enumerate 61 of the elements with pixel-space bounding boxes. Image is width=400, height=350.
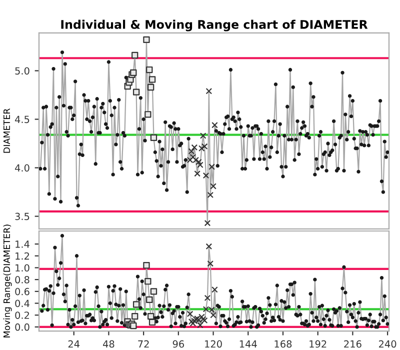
y-tick-label: 4.0: [14, 164, 30, 172]
point: [212, 286, 218, 293]
point: [147, 84, 154, 91]
x-tick-label: 168: [274, 340, 292, 348]
point: [202, 172, 210, 179]
point: [201, 143, 208, 150]
point: [200, 132, 206, 139]
point: [197, 162, 204, 168]
point: [188, 148, 195, 154]
y-tick-label: 0.6: [15, 288, 30, 296]
point: [204, 220, 211, 226]
point: [206, 243, 212, 250]
point: [210, 312, 216, 318]
point: [144, 278, 152, 285]
point: [190, 154, 196, 160]
point: [194, 170, 200, 177]
y-axis-title: Moving Range(DIAMETER): [3, 224, 12, 338]
point: [143, 262, 150, 269]
point: [186, 310, 194, 318]
point: [207, 192, 214, 198]
point: [148, 318, 156, 326]
point: [206, 88, 212, 94]
y-tick-label: 3.5: [15, 212, 30, 220]
x-tick-label: 144: [240, 340, 257, 348]
point: [143, 36, 150, 44]
x-tick-label: 240: [378, 340, 396, 348]
point: [212, 122, 218, 128]
point: [204, 294, 211, 302]
point: [208, 164, 215, 170]
point: [146, 296, 153, 304]
point: [146, 66, 153, 74]
x-tick-label: 48: [103, 340, 114, 348]
y-tick-label: 0.2: [15, 312, 29, 319]
y-axis-title: DIAMETER: [4, 108, 10, 153]
point: [144, 111, 152, 118]
y-tick-label: 0.8: [15, 276, 30, 284]
point: [132, 52, 138, 59]
y-tick-label: 5.0: [15, 67, 30, 75]
point: [210, 183, 216, 190]
point: [132, 301, 140, 308]
x-tick-label: 72: [138, 340, 149, 348]
chart-title: Individual & Moving Range chart of DIAMETER: [61, 20, 368, 32]
point: [150, 288, 158, 295]
point: [207, 260, 214, 267]
y-tick-label: 1.2: [16, 252, 29, 260]
y-tick-label: 1.4: [16, 240, 30, 248]
y-tick-label: 4.5: [14, 116, 30, 124]
point: [150, 134, 158, 142]
point: [148, 76, 156, 83]
x-tick-label: 216: [344, 340, 362, 348]
point: [147, 312, 154, 320]
point: [132, 88, 140, 96]
x-tick-label: 24: [68, 340, 80, 348]
point: [132, 312, 138, 320]
x-tick-label: 192: [310, 340, 326, 348]
point: [196, 158, 202, 166]
y-tick-label: 0.0: [15, 323, 30, 331]
x-tick-label: 96: [172, 340, 184, 348]
y-tick-label: 0.4: [15, 300, 30, 308]
y-tick-label: 1.0: [16, 264, 30, 272]
x-tick-label: 120: [205, 340, 222, 348]
